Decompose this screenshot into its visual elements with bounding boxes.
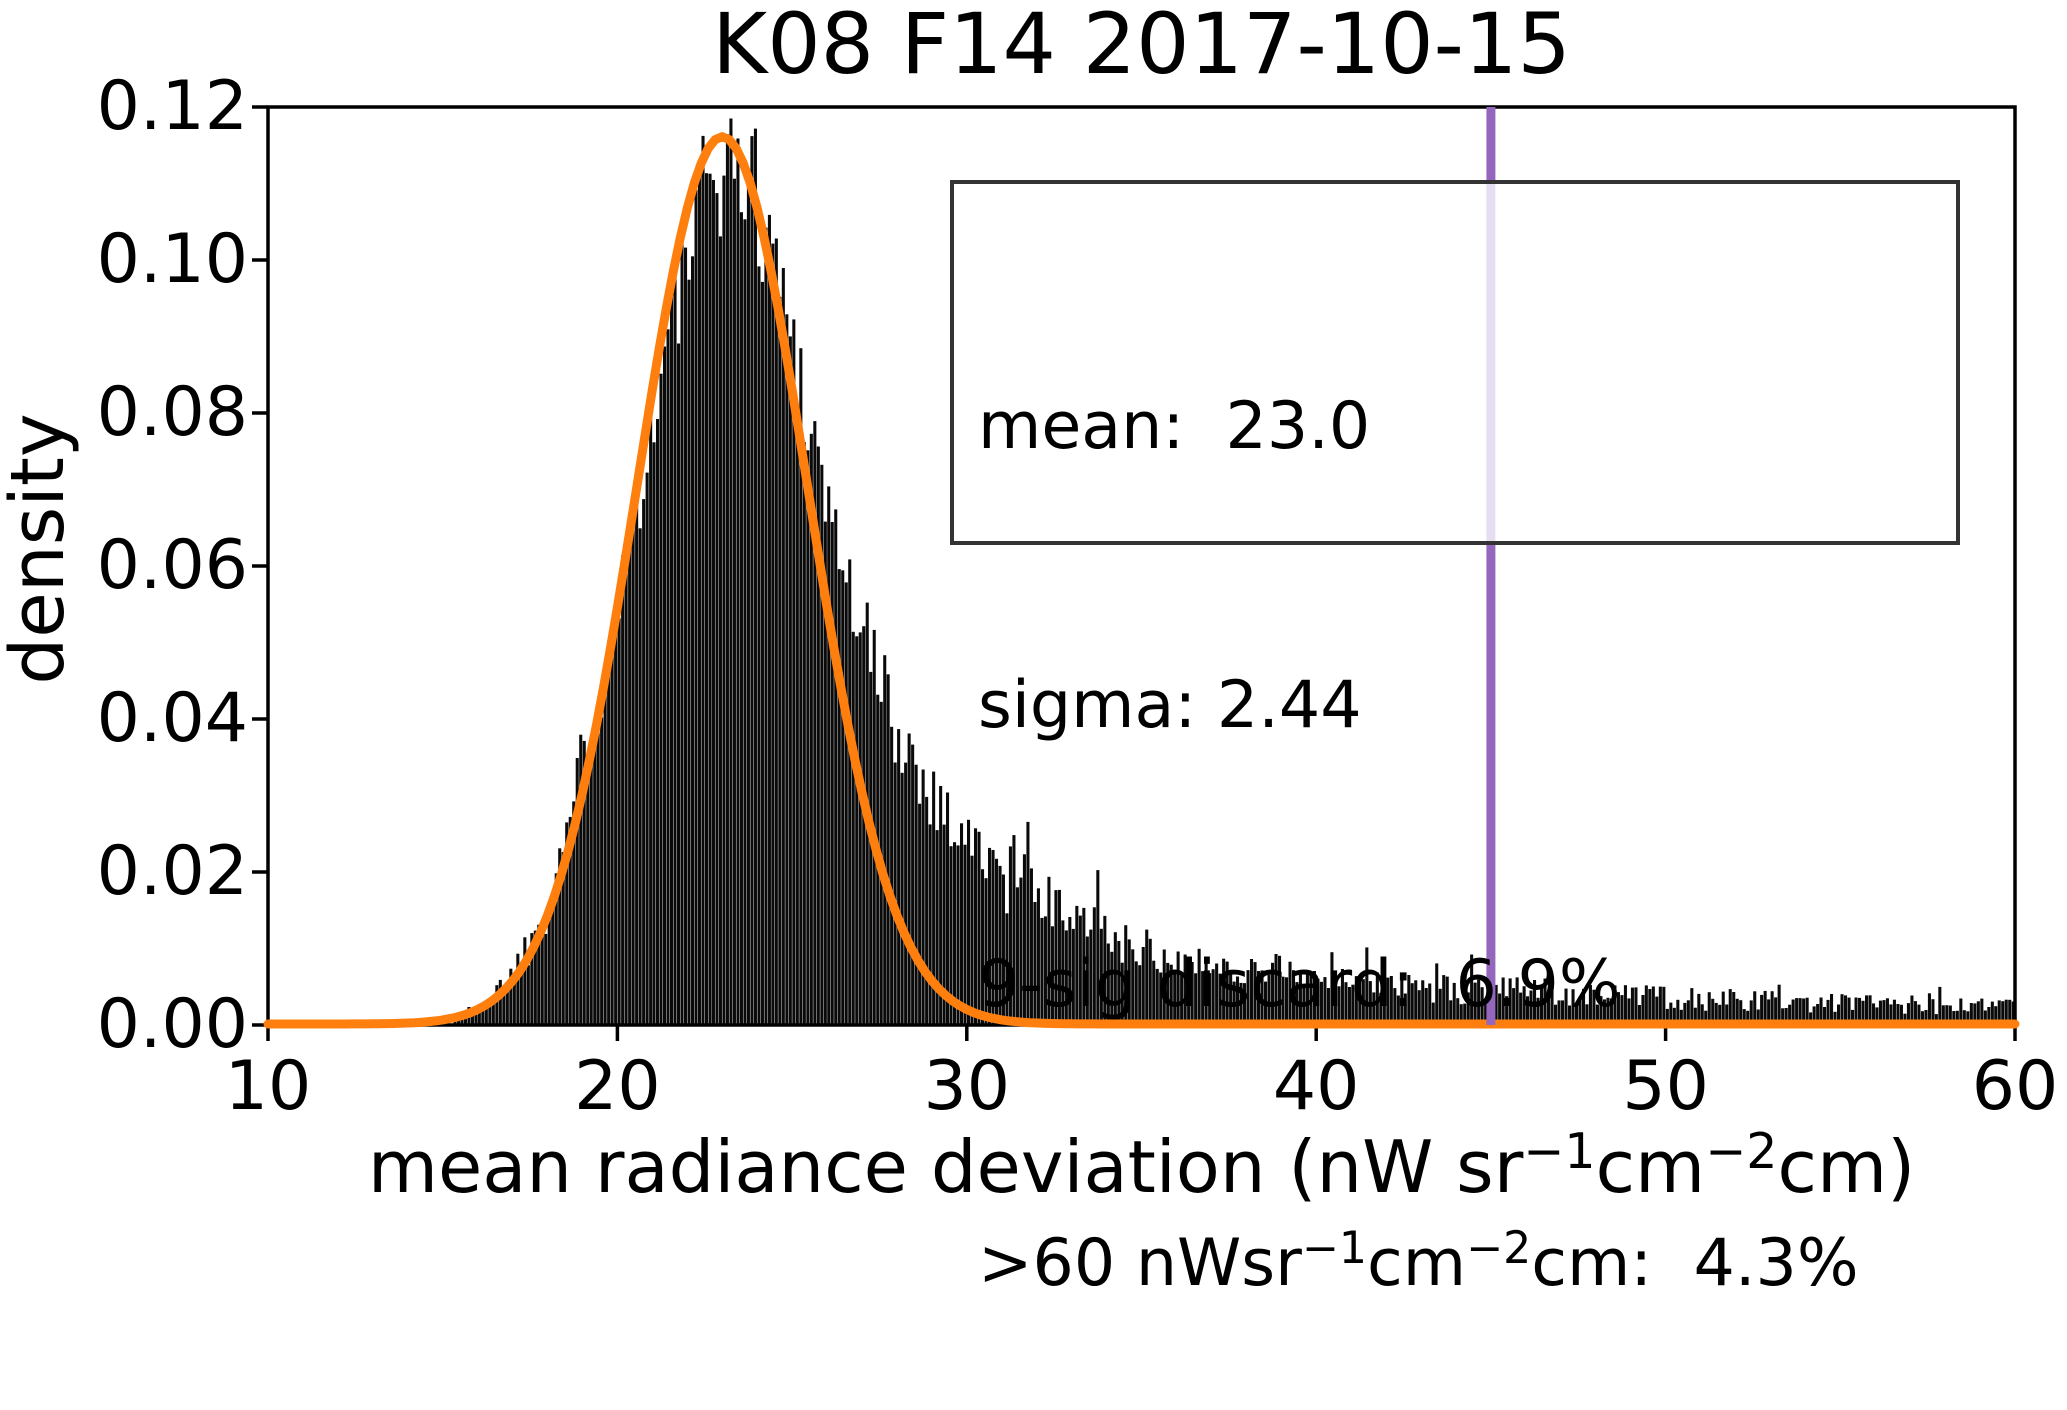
- x-axis-label-part: mean radiance deviation (nW sr: [367, 1125, 1524, 1209]
- stats-line-gt60-part: cm: 4.3%: [1531, 1226, 1859, 1301]
- x-axis-label: mean radiance deviation (nW sr−1cm−2cm): [268, 1124, 2015, 1209]
- y-tick-label: 0.02: [96, 832, 248, 911]
- histogram-bars: [432, 118, 2015, 1026]
- stats-annotation-box: mean: 23.0 sigma: 2.44 9-sig discard: 6.…: [950, 180, 1960, 1301]
- stats-line-gt60: >60 nWsr−1cm−2cm: 4.3%: [978, 1217, 1956, 1317]
- x-tick-label: 30: [923, 1047, 1011, 1126]
- stats-line-mean: mean: 23.0: [978, 389, 1371, 464]
- histogram-plot: [252, 105, 2020, 1041]
- x-tick-label: 50: [1622, 1047, 1709, 1126]
- y-tick-label: 0.12: [96, 67, 248, 146]
- y-tick-label: 0.10: [96, 220, 248, 299]
- x-tick-label: 20: [574, 1047, 661, 1126]
- stats-line-gt60-superscript: −2: [1466, 1222, 1532, 1274]
- stats-line-gt60-superscript: −1: [1301, 1222, 1368, 1274]
- y-tick-label: 0.08: [96, 373, 248, 452]
- x-tick-label: 40: [1272, 1047, 1360, 1126]
- y-tick-label: 0.04: [96, 679, 248, 758]
- y-tick-label: 0.06: [96, 526, 248, 605]
- gaussian-fit-curve: [263, 132, 2020, 1029]
- stats-line-sigma: sigma: 2.44: [978, 668, 1362, 743]
- x-tick-label: 10: [224, 1047, 312, 1126]
- chart-title: K08 F14 2017-10-15: [712, 0, 1571, 93]
- x-axis-label-part: cm): [1777, 1125, 1916, 1209]
- stats-line-gt60-part: cm: [1367, 1226, 1467, 1301]
- x-axis-label-part: cm: [1595, 1125, 1706, 1209]
- x-axis-label-superscript: −2: [1705, 1122, 1778, 1180]
- stats-line-gt60-part: >60 nWsr: [978, 1226, 1302, 1301]
- stats-line-discard: 9-sig discard: 6.9%: [978, 947, 1621, 1022]
- x-tick-label: 60: [1971, 1047, 2059, 1126]
- x-axis-label-superscript: −1: [1523, 1122, 1596, 1180]
- axis-ticks: [252, 105, 2017, 1041]
- y-tick-label: 0.00: [96, 985, 248, 1064]
